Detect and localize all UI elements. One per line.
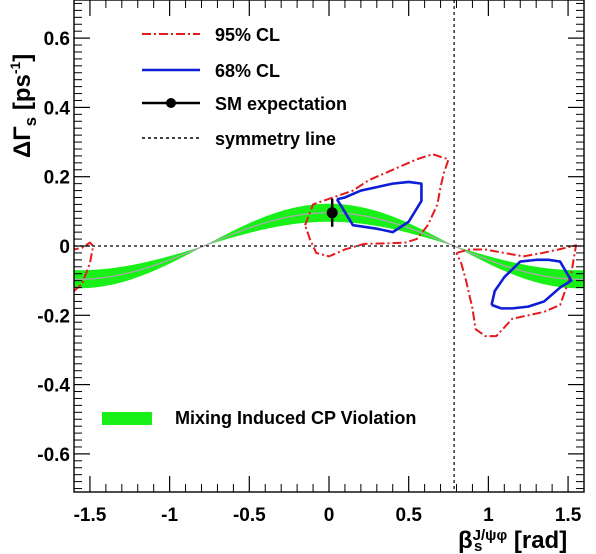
contour-68cl-0	[335, 180, 423, 234]
y-tick-label: 0.6	[44, 29, 70, 50]
y-tick-label: 0	[59, 237, 70, 258]
contour-95cl-2	[74, 241, 95, 292]
plot-area	[74, 0, 584, 492]
y-axis-title-unit: [ps	[9, 74, 36, 110]
axis-ticks: -1.5 -1 -0.5 0 0.5 1 1.5 -0.6 -0.4 -0.2 0 0.2 0.4 0.6	[37, 0, 585, 526]
x-tick-label: 1.5	[555, 505, 582, 526]
x-tick-label: -0.5	[233, 505, 266, 526]
legend: 95% CL 68% CL SM expectation symmetry li…	[102, 25, 416, 428]
x-tick-label: 1	[483, 505, 494, 526]
contour-95cl-0	[304, 153, 450, 258]
cp-violation-band	[74, 203, 584, 289]
x-axis-title: βJ/ψφ [rad]	[458, 527, 567, 554]
contour-68cl-1	[490, 258, 573, 310]
y-tick-label: 0.4	[44, 98, 71, 119]
x-axis-title-sup: J/ψφ	[473, 527, 508, 544]
y-axis-title: ΔΓs [ps-1]	[7, 54, 40, 158]
legend-swatch-band	[102, 412, 152, 425]
x-tick-label: 0	[324, 505, 335, 526]
y-axis-title-unit-close: ]	[9, 54, 36, 62]
contour-95cl-1	[455, 244, 578, 338]
sm-point	[326, 207, 338, 219]
y-axis-title-main: ΔΓ	[9, 126, 36, 158]
y-tick-label: -0.6	[37, 445, 70, 466]
x-tick-label: 0.5	[395, 505, 422, 526]
y-tick-label: -0.4	[37, 376, 70, 397]
legend-label-symmetry: symmetry line	[215, 129, 336, 149]
x-tick-label: -1.5	[74, 505, 107, 526]
legend-label-sm: SM expectation	[215, 94, 347, 114]
x-axis-title-sub: s	[474, 538, 482, 554]
legend-label-68cl: 68% CL	[215, 61, 280, 81]
x-axis-title-main: β	[458, 527, 473, 554]
legend-label-95cl: 95% CL	[215, 25, 280, 45]
y-axis-title-sub: s	[21, 117, 40, 126]
y-axis-title-unit-sup: -1	[7, 62, 23, 75]
x-axis-title-unit: [rad]	[514, 527, 567, 554]
x-tick-label: -1	[161, 505, 178, 526]
y-tick-label: -0.2	[37, 306, 70, 327]
legend-swatch-sm-marker	[166, 98, 176, 108]
legend-label-band: Mixing Induced CP Violation	[175, 408, 416, 428]
y-tick-label: 0.2	[44, 168, 70, 189]
